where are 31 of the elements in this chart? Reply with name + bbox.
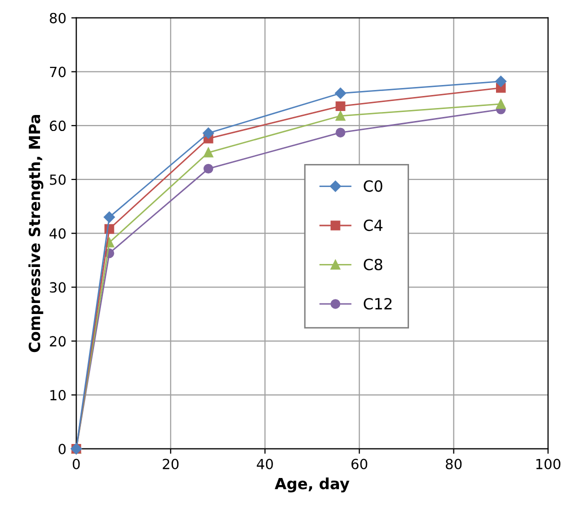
y-tick-label: 10 xyxy=(50,390,66,400)
y-tick-label: 60 xyxy=(50,120,66,132)
x-tick-label: 20 xyxy=(162,458,179,470)
point xyxy=(104,212,115,223)
x-tick-label: 0 xyxy=(72,458,80,470)
y-tick-label: 0 xyxy=(58,444,66,454)
point xyxy=(336,128,346,138)
point xyxy=(336,101,346,112)
y-tick-label: 80 xyxy=(50,12,66,24)
x-tick-label: 60 xyxy=(351,458,368,470)
point xyxy=(336,111,346,121)
legend-label: C12 xyxy=(364,298,392,310)
point xyxy=(202,128,214,139)
x-tick-label: 100 xyxy=(536,458,560,470)
y-tick-label: 70 xyxy=(50,66,66,78)
legend-label: C4 xyxy=(364,220,382,232)
x-tick-label: 80 xyxy=(446,458,462,470)
y-axis-title: Compressive Strength, MPa xyxy=(28,114,44,352)
y-tick-label: 20 xyxy=(50,336,66,347)
point xyxy=(204,164,214,174)
legend-label: C8 xyxy=(364,258,382,270)
y-tick-label: 40 xyxy=(50,228,66,239)
y-tick-label: 30 xyxy=(50,282,66,293)
point xyxy=(204,148,214,158)
point xyxy=(496,99,506,109)
x-axis-title: Age, day xyxy=(274,478,350,492)
y-tick-label: 50 xyxy=(50,174,66,185)
point xyxy=(334,88,346,99)
legend-label: C0 xyxy=(364,180,382,192)
point xyxy=(495,76,506,88)
x-tick-label: 40 xyxy=(256,458,273,470)
